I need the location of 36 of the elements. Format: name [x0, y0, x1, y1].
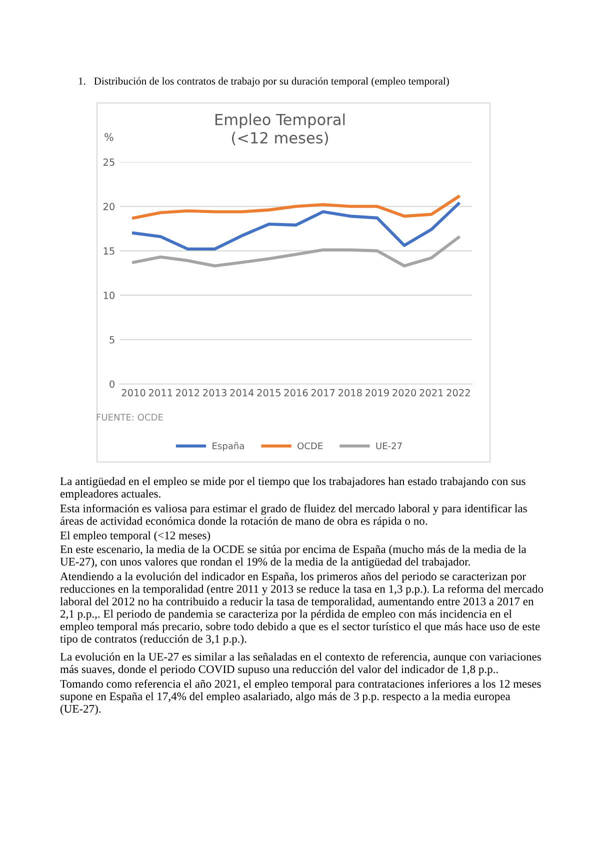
y-tick-label: 15: [104, 247, 114, 255]
y-tick-label: 0: [110, 380, 114, 388]
text: Tomando como referencia el año 2021, el empleo temporal para contrataciones inferiores a los 12 meses supone en España el 17,4% del empleo asalariado, algo más de 3 p.p. respecto a la media europea (UE-27).: [60, 680, 541, 716]
x-tick-label: 2012: [176, 389, 200, 396]
chart-title: Empleo Temporal (<12 meses): [215, 113, 345, 146]
y-tick-label: 10: [104, 292, 114, 300]
x-tick-label: 2017: [311, 389, 335, 396]
x-tick-label: 2013: [203, 389, 226, 396]
x-tick-label: 2010: [122, 389, 146, 396]
text: 1. Distribución de los contratos de trabajo por su duración temporal (empleo temporal): [78, 77, 449, 87]
y-axis-title: %: [104, 133, 114, 142]
text: La antigüedad en el empleo se mide por el tiempo que los trabajadores han estado trabajando con sus empleadores actuales.: [60, 477, 526, 500]
line-series: [132, 202, 460, 251]
x-tick-label: 2016: [284, 389, 308, 396]
x-tick-label: 2015: [257, 389, 280, 396]
line-series: [132, 236, 460, 268]
x-tick-label: 2019: [366, 389, 389, 396]
line-series: [132, 195, 460, 220]
x-tick-label: 2022: [446, 389, 470, 396]
x-tick-label: 2020: [392, 389, 416, 396]
x-tick-label: 2018: [338, 389, 362, 396]
x-tick-label: 2011: [148, 389, 172, 396]
source-note: FUENTE: OCDE: [96, 414, 163, 421]
text: En este escenario, la media de la OCDE se sitúa por encima de España (mucho más de la media de la UE-27), con unos valores que rondan el 19% de la media de la antigüedad del trabajador.: [60, 545, 526, 568]
text: Atendiendo a la evolución del indicador en España, los primeros años del periodo se caracterizan por reducciones en la temporalidad (entre 2011 y 2013 se reduce la tasa en 1,3 p.p.). La reforma del mercado laboral del 2012 no ha contribuido a reducir la tasa de temporalidad, aumentando entre 2013 a 2017 en 2,1 p.p.,. El periodo de pandemia se caracteriza por la pérdida de empleo con más incidencia en el empleo temporal más precario, sobre todo debido a que es el sector turístico el que más hace uso de este tipo de contratos (reducción de 3,1 p.p.).: [60, 572, 544, 646]
text: Esta información es valiosa para estimar el grado de fluidez del mercado laboral y para identificar las áreas de actividad económica donde la rotación de mano de obra es rápida o no.: [60, 504, 527, 528]
legend-label: UE-27: [376, 442, 402, 450]
x-tick-label: 2014: [230, 389, 254, 396]
text: El empleo temporal (<12 meses): [60, 531, 210, 542]
x-tick-label: 2021: [420, 389, 443, 396]
y-tick-label: 20: [103, 202, 114, 210]
legend-label: OCDE: [298, 442, 323, 450]
text: La evolución en la UE-27 es similar a las señaladas en el contexto de referencia, aunque con variaciones más suaves, donde el periodo COVID supuso una reducción del valor del indicador de 1,8 p.p..: [60, 652, 541, 676]
y-tick-label: 25: [103, 158, 114, 166]
y-tick-label: 5: [110, 336, 114, 344]
legend-label: España: [212, 442, 244, 452]
